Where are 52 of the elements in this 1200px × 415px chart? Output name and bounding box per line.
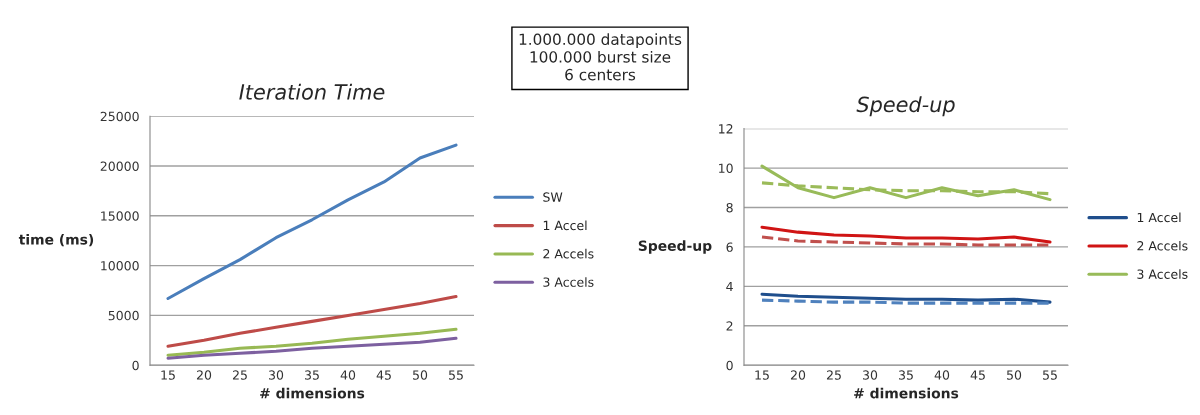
x-tick-label: 40: [340, 370, 356, 380]
legend-label: 2 Accels: [543, 248, 594, 259]
y-tick-label: 15000: [101, 211, 139, 221]
line-series: [166, 143, 458, 300]
line-series: [760, 225, 1052, 244]
x-tick-label: 50: [1007, 370, 1022, 380]
x-tick-label: 20: [196, 370, 212, 380]
line-series: [166, 294, 458, 348]
x-tick-label: 50: [413, 370, 428, 380]
x-tick-label: 30: [863, 370, 878, 380]
x-tick-label: 40: [934, 370, 950, 380]
y-tick-label: 10: [719, 163, 733, 173]
x-tick-label: 45: [376, 370, 391, 380]
x-tick-label: 30: [269, 370, 284, 380]
legend-label: 3 Accels: [543, 277, 594, 287]
x-tick-label: 35: [305, 370, 319, 380]
x-tick-label: 20: [790, 370, 806, 380]
y-tick-label: 0: [132, 360, 139, 371]
legend-label: SW: [543, 192, 563, 202]
y-axis-title: Speed-up: [638, 240, 712, 254]
legend-label: 1 Accel: [543, 220, 587, 231]
x-axis-title: # dimensions: [260, 387, 365, 399]
line-series: [760, 164, 1052, 202]
y-tick-label: 8: [726, 202, 733, 213]
chart-title: Speed-up: [856, 96, 955, 117]
x-tick-label: 55: [1043, 370, 1057, 380]
y-tick-label: 10000: [101, 261, 139, 271]
y-tick-label: 4: [726, 281, 733, 292]
legend-label: 3 Accels: [1137, 269, 1188, 279]
x-tick-label: 55: [449, 370, 463, 380]
line-series: [166, 336, 458, 360]
x-axis-title: # dimensions: [854, 387, 959, 399]
line-series: [166, 327, 458, 357]
y-tick-label: 6: [726, 242, 733, 252]
x-tick-label: 25: [826, 370, 841, 380]
x-tick-label: 25: [232, 370, 247, 380]
text: 1.000.000 datapoints 100.000 burst size 6 centers: [519, 33, 682, 81]
x-tick-label: 15: [161, 370, 175, 380]
y-tick-label: 20000: [100, 161, 139, 171]
line-series: [760, 292, 1052, 304]
legend-label: 1 Accel: [1137, 212, 1181, 223]
y-tick-label: 5000: [108, 310, 139, 321]
x-tick-label: 45: [970, 370, 985, 380]
chart-title: Iteration Time: [239, 83, 385, 100]
y-tick-label: 0: [726, 360, 733, 371]
y-tick-label: 2: [726, 321, 733, 331]
y-tick-label: 25000: [100, 111, 139, 122]
y-tick-label: 12: [719, 124, 733, 134]
x-tick-label: 35: [899, 370, 913, 380]
y-axis-title: time (ms): [18, 233, 94, 247]
x-tick-label: 15: [755, 370, 769, 380]
legend-label: 2 Accels: [1137, 240, 1188, 251]
